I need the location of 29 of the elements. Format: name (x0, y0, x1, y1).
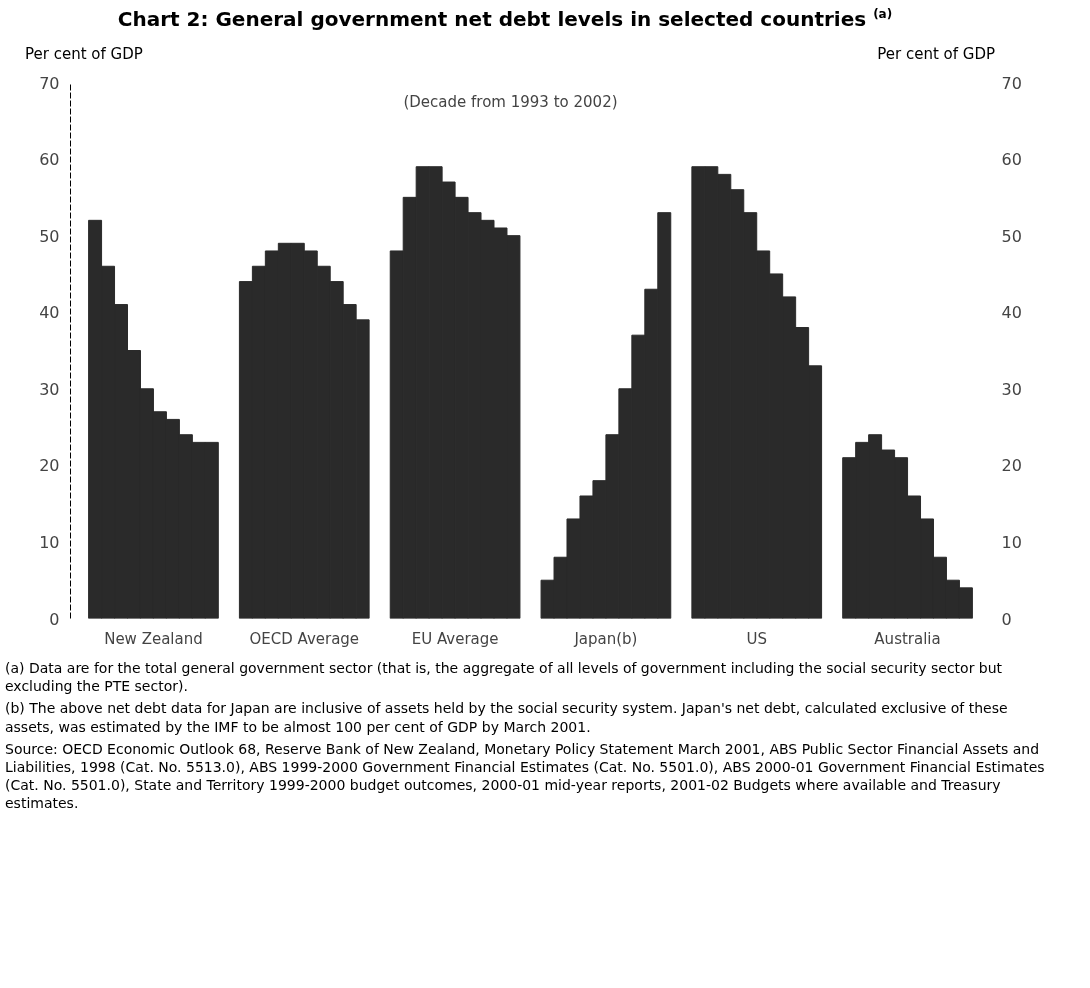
x-tick-label: EU Average (411, 629, 499, 648)
x-tick-label: Japan(b) (573, 629, 638, 648)
y2-tick-label: 0 (1001, 609, 1012, 629)
y-axis-title: Per cent of GDP (25, 43, 143, 65)
y-tick-label: 20 (39, 456, 60, 476)
source-note: Source: OECD Economic Outlook 68, Reserve Bank of New Zealand, Monetary Policy Statement March 2001, ABS Public Sector Financial Assets and Liabilities, 1998 (Cat. No. 5513.0), ABS 1999-2000 Government Financial Estimates (Cat. No. 5501.0), ABS 2000-01 Government Financial Estimates (Cat. No. 5501.0), State and Territory 1999-2000 budget outcomes, 2000-01 mid-year reports, 2001-02 Budgets where available and Treasury estimates. (5, 739, 1045, 813)
y-tick-label: 40 (39, 303, 60, 323)
x-tick-label: Australia (874, 629, 941, 648)
text: (a) Data are for the total general government sector (that is, the aggregate of all levels of government including the social security sector but excluding the PTE sector). (5, 659, 1004, 696)
x-tick-label: OECD Average (249, 629, 360, 648)
y2-tick-label: 50 (1001, 226, 1022, 246)
text: (b) The above net debt data for Japan are inclusive of assets held by the social security system. Japan's net debt, calculated exclusive of these assets, was estimated by the IMF to be almost 100 per cent of GDP by March 2001. (5, 699, 1009, 736)
x-tick-label: New Zealand (104, 629, 203, 648)
y-tick-label: 10 (39, 532, 60, 552)
y2-axis-title: Per cent of GDP (877, 43, 995, 65)
y-tick-label: 30 (39, 379, 60, 399)
x-tick-label: US (746, 629, 767, 648)
y-tick-label: 0 (49, 609, 60, 629)
chart-title: Chart 2: General government net debt levels in selected countries $^{(a)}$ (116, 6, 894, 33)
y-tick-label: 50 (39, 226, 60, 246)
y2-tick-label: 20 (1001, 456, 1022, 476)
y2-tick-label: 30 (1001, 379, 1022, 399)
y-tick-label: 60 (39, 150, 60, 170)
y2-tick-label: 40 (1001, 303, 1022, 323)
text: (Decade from 1993 to 2002) (403, 92, 618, 111)
y2-tick-label: 70 (1001, 73, 1022, 93)
y-tick-label: 70 (39, 73, 60, 93)
y2-tick-label: 10 (1001, 532, 1022, 552)
y2-tick-label: 60 (1001, 150, 1022, 170)
